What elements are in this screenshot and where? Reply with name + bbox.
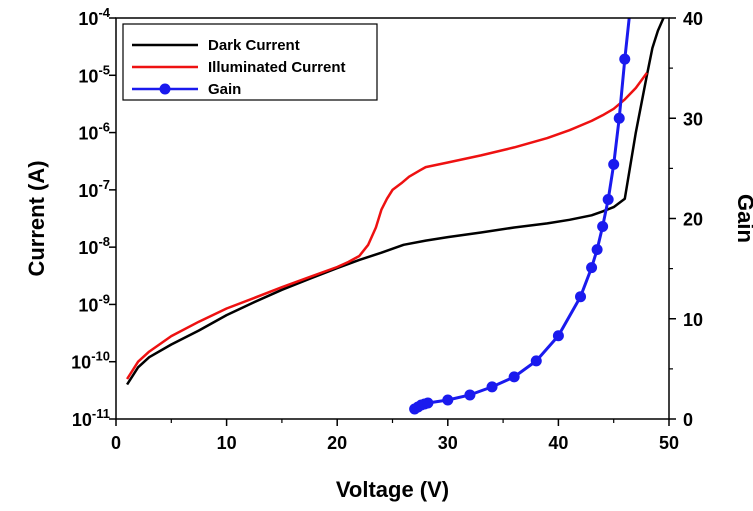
y-left-axis-label: Current (A) — [24, 160, 49, 276]
gain-point — [422, 397, 434, 409]
gain-point — [486, 381, 498, 393]
y-left-tick-label: 10-5 — [78, 62, 110, 86]
x-axis-label: Voltage (V) — [336, 477, 449, 502]
gain-point — [591, 244, 603, 256]
legend-label-dark: Dark Current — [208, 37, 300, 54]
gain-point — [597, 221, 609, 233]
legend-marker-gain — [159, 83, 171, 95]
gain-point — [464, 389, 476, 401]
y-left-tick-label: 10-7 — [78, 177, 110, 201]
y-right-axis-label: Gain — [733, 194, 753, 243]
legend-label-illuminated: Illuminated Current — [208, 59, 346, 76]
y-left-tick-label: 10-8 — [78, 234, 110, 258]
legend: Dark Current Illuminated Current Gain — [122, 23, 378, 101]
gain-point — [619, 53, 631, 65]
y-right-tick-label: 0 — [683, 410, 693, 430]
gain-point — [602, 193, 614, 205]
gain-point — [575, 291, 587, 303]
gain-point — [608, 158, 620, 170]
y-left-tick-label: 10-10 — [71, 349, 110, 373]
gain-point — [508, 371, 520, 383]
y-left-tick-label: 10-11 — [72, 406, 110, 430]
gain-point — [586, 262, 598, 274]
gain-point — [613, 112, 625, 124]
y-right-tick-label: 10 — [683, 310, 703, 330]
x-tick-label: 50 — [659, 433, 679, 453]
gain-point — [442, 394, 454, 406]
gain-point — [530, 355, 542, 367]
series-line-illuminated — [126, 72, 648, 380]
x-tick-label: 10 — [217, 433, 237, 453]
y-left-tick-label: 10-6 — [78, 120, 110, 144]
gain-point — [552, 330, 564, 342]
legend-label-gain: Gain — [208, 81, 241, 98]
x-tick-label: 40 — [548, 433, 568, 453]
y-left-tick-label: 10-4 — [78, 5, 110, 29]
y-right-tick-label: 30 — [683, 109, 703, 129]
series-line-dark — [126, 18, 665, 386]
x-tick-label: 0 — [111, 433, 121, 453]
y-right-tick-label: 20 — [683, 210, 703, 230]
x-tick-label: 20 — [327, 433, 347, 453]
y-left-tick-label: 10-9 — [78, 291, 110, 315]
y-right-tick-label: 40 — [683, 9, 703, 29]
x-tick-label: 30 — [438, 433, 458, 453]
